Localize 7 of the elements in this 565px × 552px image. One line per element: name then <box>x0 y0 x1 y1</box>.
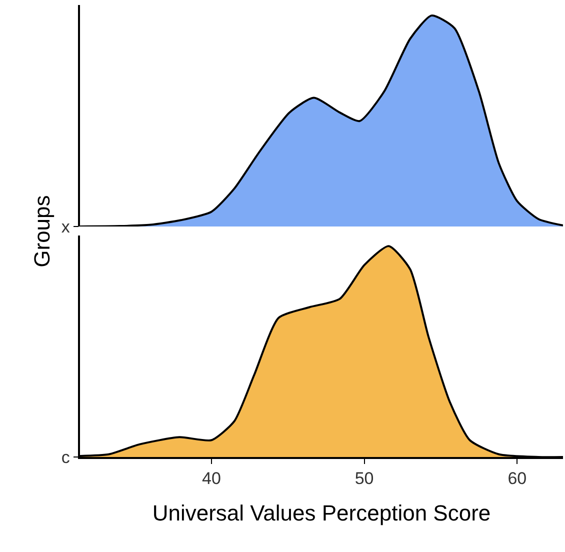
x-tick-label: 60 <box>508 469 527 488</box>
x-tick-label: 40 <box>202 469 221 488</box>
x-tick-label: 50 <box>354 469 374 488</box>
x-axis-title: Universal Values Perception Score <box>152 500 491 526</box>
legend-label: c <box>61 448 70 467</box>
legend-label: x <box>61 217 70 236</box>
y-axis-title: Groups <box>29 195 54 268</box>
